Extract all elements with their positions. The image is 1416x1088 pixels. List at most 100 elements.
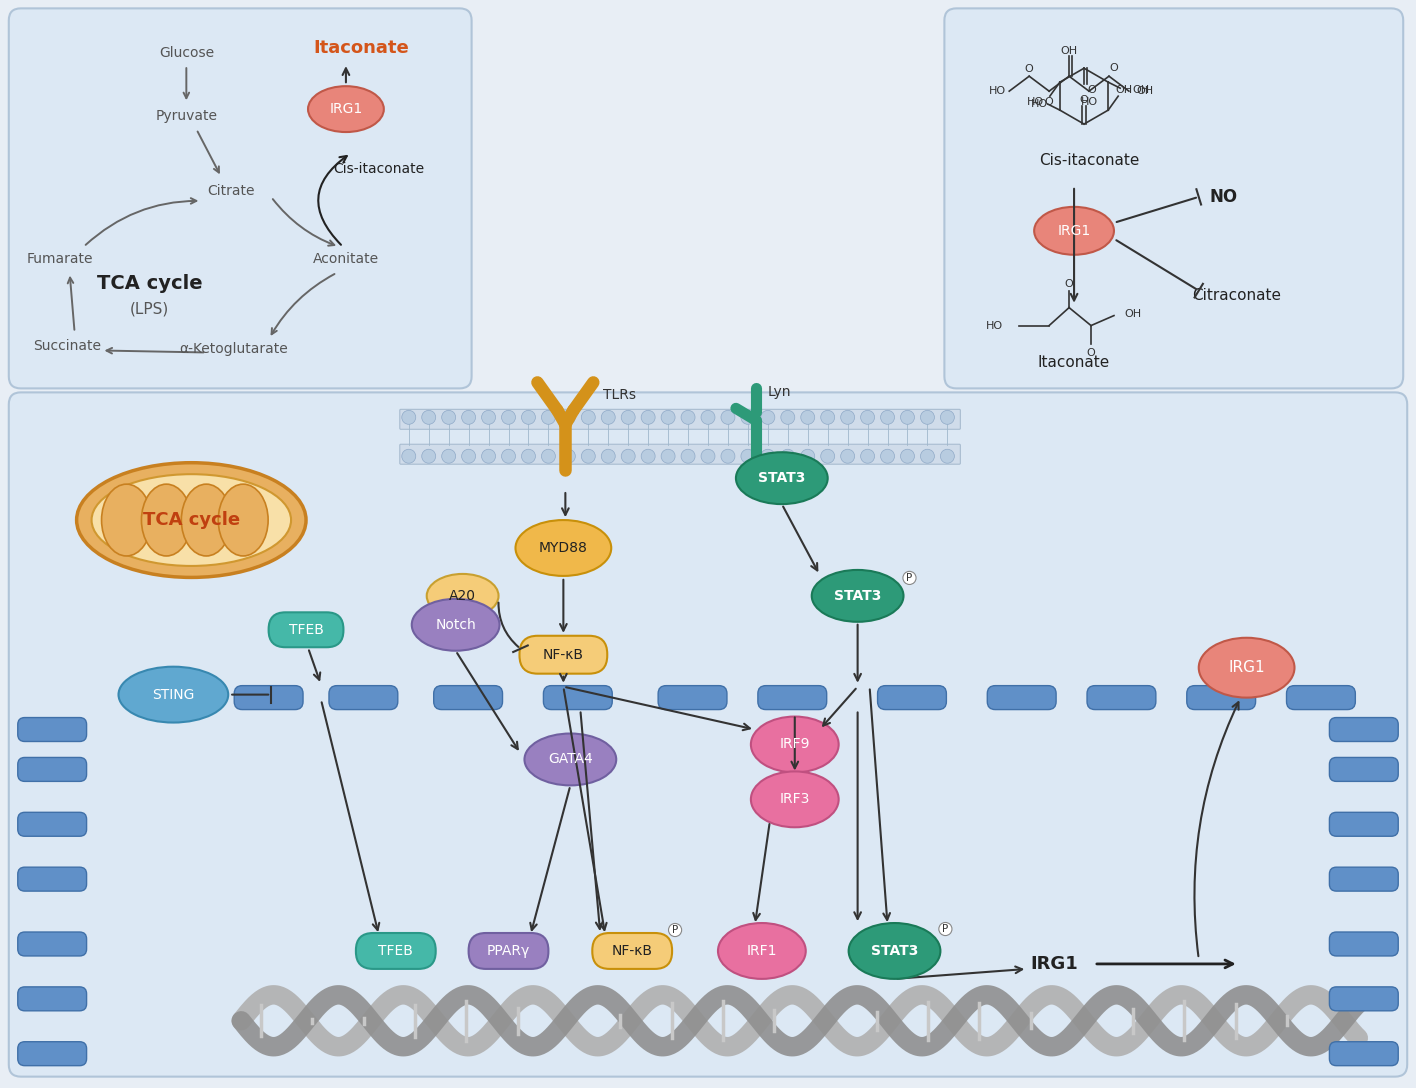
Ellipse shape — [848, 923, 940, 979]
Circle shape — [821, 449, 834, 463]
Text: O: O — [1087, 85, 1096, 95]
Text: STING: STING — [152, 688, 194, 702]
Ellipse shape — [1199, 638, 1294, 697]
Text: O: O — [1045, 97, 1054, 107]
Text: O: O — [1110, 63, 1119, 73]
FancyBboxPatch shape — [758, 685, 827, 709]
Text: OH: OH — [1133, 85, 1150, 95]
FancyBboxPatch shape — [18, 1041, 86, 1065]
FancyBboxPatch shape — [269, 613, 344, 647]
Circle shape — [442, 449, 456, 463]
FancyBboxPatch shape — [1330, 1041, 1398, 1065]
Ellipse shape — [426, 574, 498, 618]
Circle shape — [602, 410, 615, 424]
FancyBboxPatch shape — [144, 685, 214, 709]
Circle shape — [521, 410, 535, 424]
Circle shape — [661, 410, 675, 424]
Text: Lyn: Lyn — [767, 385, 792, 399]
Ellipse shape — [736, 453, 828, 504]
Text: HO: HO — [1080, 97, 1097, 107]
FancyBboxPatch shape — [234, 685, 303, 709]
FancyBboxPatch shape — [18, 757, 86, 781]
FancyBboxPatch shape — [658, 685, 726, 709]
Circle shape — [801, 449, 814, 463]
Text: α-Ketoglutarate: α-Ketoglutarate — [178, 342, 287, 356]
Circle shape — [881, 410, 895, 424]
Ellipse shape — [309, 86, 384, 132]
Circle shape — [901, 449, 915, 463]
Circle shape — [402, 449, 416, 463]
Circle shape — [841, 410, 855, 424]
Circle shape — [561, 410, 575, 424]
Text: TCA cycle: TCA cycle — [143, 511, 239, 529]
Ellipse shape — [750, 771, 838, 827]
Text: HO: HO — [1031, 99, 1048, 109]
FancyBboxPatch shape — [433, 685, 503, 709]
FancyBboxPatch shape — [1330, 757, 1398, 781]
Text: STAT3: STAT3 — [834, 589, 881, 603]
Text: Pyruvate: Pyruvate — [156, 109, 217, 123]
FancyBboxPatch shape — [1330, 867, 1398, 891]
Text: IRG1: IRG1 — [330, 102, 362, 116]
Text: STAT3: STAT3 — [871, 944, 918, 957]
Text: O: O — [1065, 279, 1073, 288]
Circle shape — [481, 410, 496, 424]
Circle shape — [481, 449, 496, 463]
FancyBboxPatch shape — [987, 685, 1056, 709]
Text: MYD88: MYD88 — [539, 541, 588, 555]
FancyBboxPatch shape — [18, 718, 86, 742]
Ellipse shape — [92, 474, 292, 566]
Circle shape — [721, 449, 735, 463]
Circle shape — [402, 410, 416, 424]
Circle shape — [521, 449, 535, 463]
Text: O: O — [1086, 348, 1096, 358]
Ellipse shape — [1034, 207, 1114, 255]
Text: A20: A20 — [449, 589, 476, 603]
Ellipse shape — [524, 733, 616, 786]
Circle shape — [920, 449, 935, 463]
Text: TCA cycle: TCA cycle — [96, 274, 202, 293]
Text: STAT3: STAT3 — [758, 471, 806, 485]
Circle shape — [462, 410, 476, 424]
Text: IRG1: IRG1 — [1031, 955, 1078, 973]
Circle shape — [622, 449, 636, 463]
FancyBboxPatch shape — [544, 685, 612, 709]
FancyBboxPatch shape — [1330, 813, 1398, 837]
Circle shape — [681, 449, 695, 463]
Ellipse shape — [142, 484, 191, 556]
FancyBboxPatch shape — [18, 813, 86, 837]
Circle shape — [602, 449, 615, 463]
Circle shape — [462, 449, 476, 463]
Circle shape — [861, 449, 875, 463]
Ellipse shape — [515, 520, 612, 576]
Ellipse shape — [102, 484, 152, 556]
FancyBboxPatch shape — [878, 685, 946, 709]
Circle shape — [780, 449, 794, 463]
Circle shape — [701, 410, 715, 424]
Circle shape — [881, 449, 895, 463]
Ellipse shape — [412, 598, 500, 651]
FancyBboxPatch shape — [399, 444, 960, 465]
Text: Aconitate: Aconitate — [313, 251, 379, 265]
Circle shape — [582, 449, 595, 463]
Circle shape — [741, 449, 755, 463]
Text: OH: OH — [1061, 47, 1078, 57]
Text: Itaconate: Itaconate — [313, 39, 409, 58]
Circle shape — [780, 410, 794, 424]
Circle shape — [861, 410, 875, 424]
Text: O: O — [1079, 95, 1089, 106]
Text: OH: OH — [1116, 85, 1133, 95]
Ellipse shape — [811, 570, 903, 622]
Text: P: P — [673, 925, 678, 935]
Circle shape — [661, 449, 675, 463]
Text: IRF3: IRF3 — [780, 792, 810, 806]
FancyBboxPatch shape — [1287, 685, 1355, 709]
Text: Cis-itaconate: Cis-itaconate — [1039, 153, 1140, 169]
FancyBboxPatch shape — [944, 9, 1403, 388]
FancyBboxPatch shape — [1187, 685, 1256, 709]
FancyBboxPatch shape — [1330, 987, 1398, 1011]
Text: Cis-itaconate: Cis-itaconate — [333, 162, 425, 176]
FancyBboxPatch shape — [592, 934, 673, 969]
Circle shape — [442, 410, 456, 424]
Circle shape — [901, 410, 915, 424]
